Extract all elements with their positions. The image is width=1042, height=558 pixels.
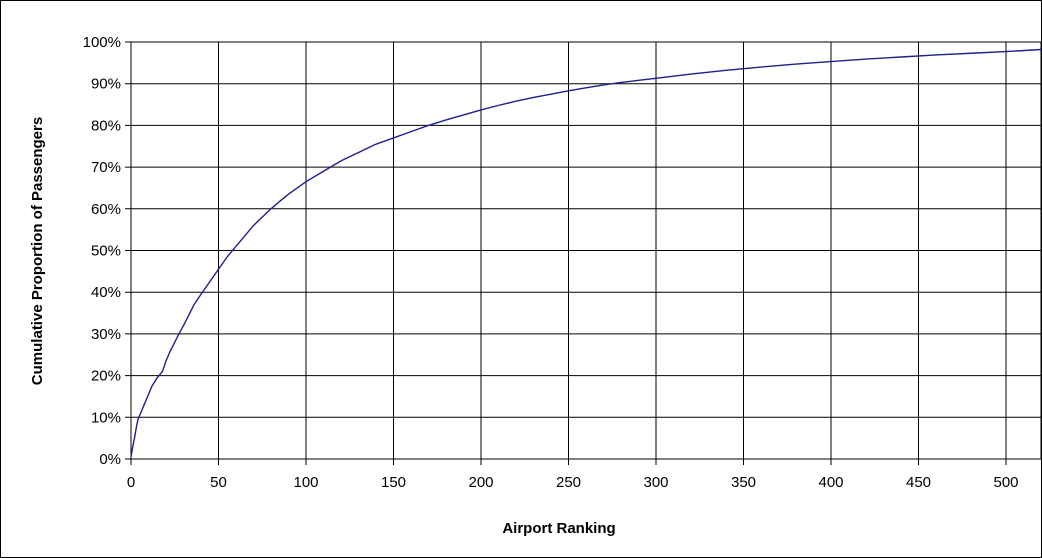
y-tick-label: 90%: [91, 76, 121, 93]
y-tick-label: 80%: [91, 117, 121, 134]
x-tick-label: 200: [468, 474, 493, 491]
grid-layer: [125, 41, 1041, 465]
x-tick-label: 100: [293, 474, 318, 491]
y-tick-label: 50%: [91, 243, 121, 260]
y-tick-label: 10%: [91, 409, 121, 426]
y-axis-title: Cumulative Proportion of Passengers: [29, 117, 46, 385]
x-axis-title: Airport Ranking: [502, 520, 615, 537]
x-tick-label: 150: [381, 474, 406, 491]
x-tick-label: 250: [556, 474, 581, 491]
x-tick-label: 450: [906, 474, 931, 491]
y-tick-label: 30%: [91, 326, 121, 343]
plot-area-border: [130, 41, 1041, 460]
y-tick-label: 100%: [83, 34, 121, 51]
x-tick-label: 500: [993, 474, 1018, 491]
y-tick-label: 40%: [91, 284, 121, 301]
y-tick-label: 60%: [91, 201, 121, 218]
x-tick-labels: 0 50 100 150 200 250 300 350 400 450 500: [127, 474, 1019, 491]
y-tick-label: 70%: [91, 159, 121, 176]
y-tick-label: 0%: [99, 451, 121, 468]
y-tick-label: 20%: [91, 368, 121, 385]
cumulative-passengers-line: [130, 48, 1041, 458]
x-tick-label: 350: [731, 474, 756, 491]
x-tick-label: 50: [210, 474, 227, 491]
x-tick-label: 400: [818, 474, 843, 491]
x-tick-label: 0: [127, 474, 135, 491]
y-tick-labels: 0% 10% 20% 30% 40% 50% 60% 70% 80% 90% 100%: [83, 34, 121, 468]
series-line-layer: [130, 48, 1041, 458]
x-tick-label: 300: [643, 474, 668, 491]
